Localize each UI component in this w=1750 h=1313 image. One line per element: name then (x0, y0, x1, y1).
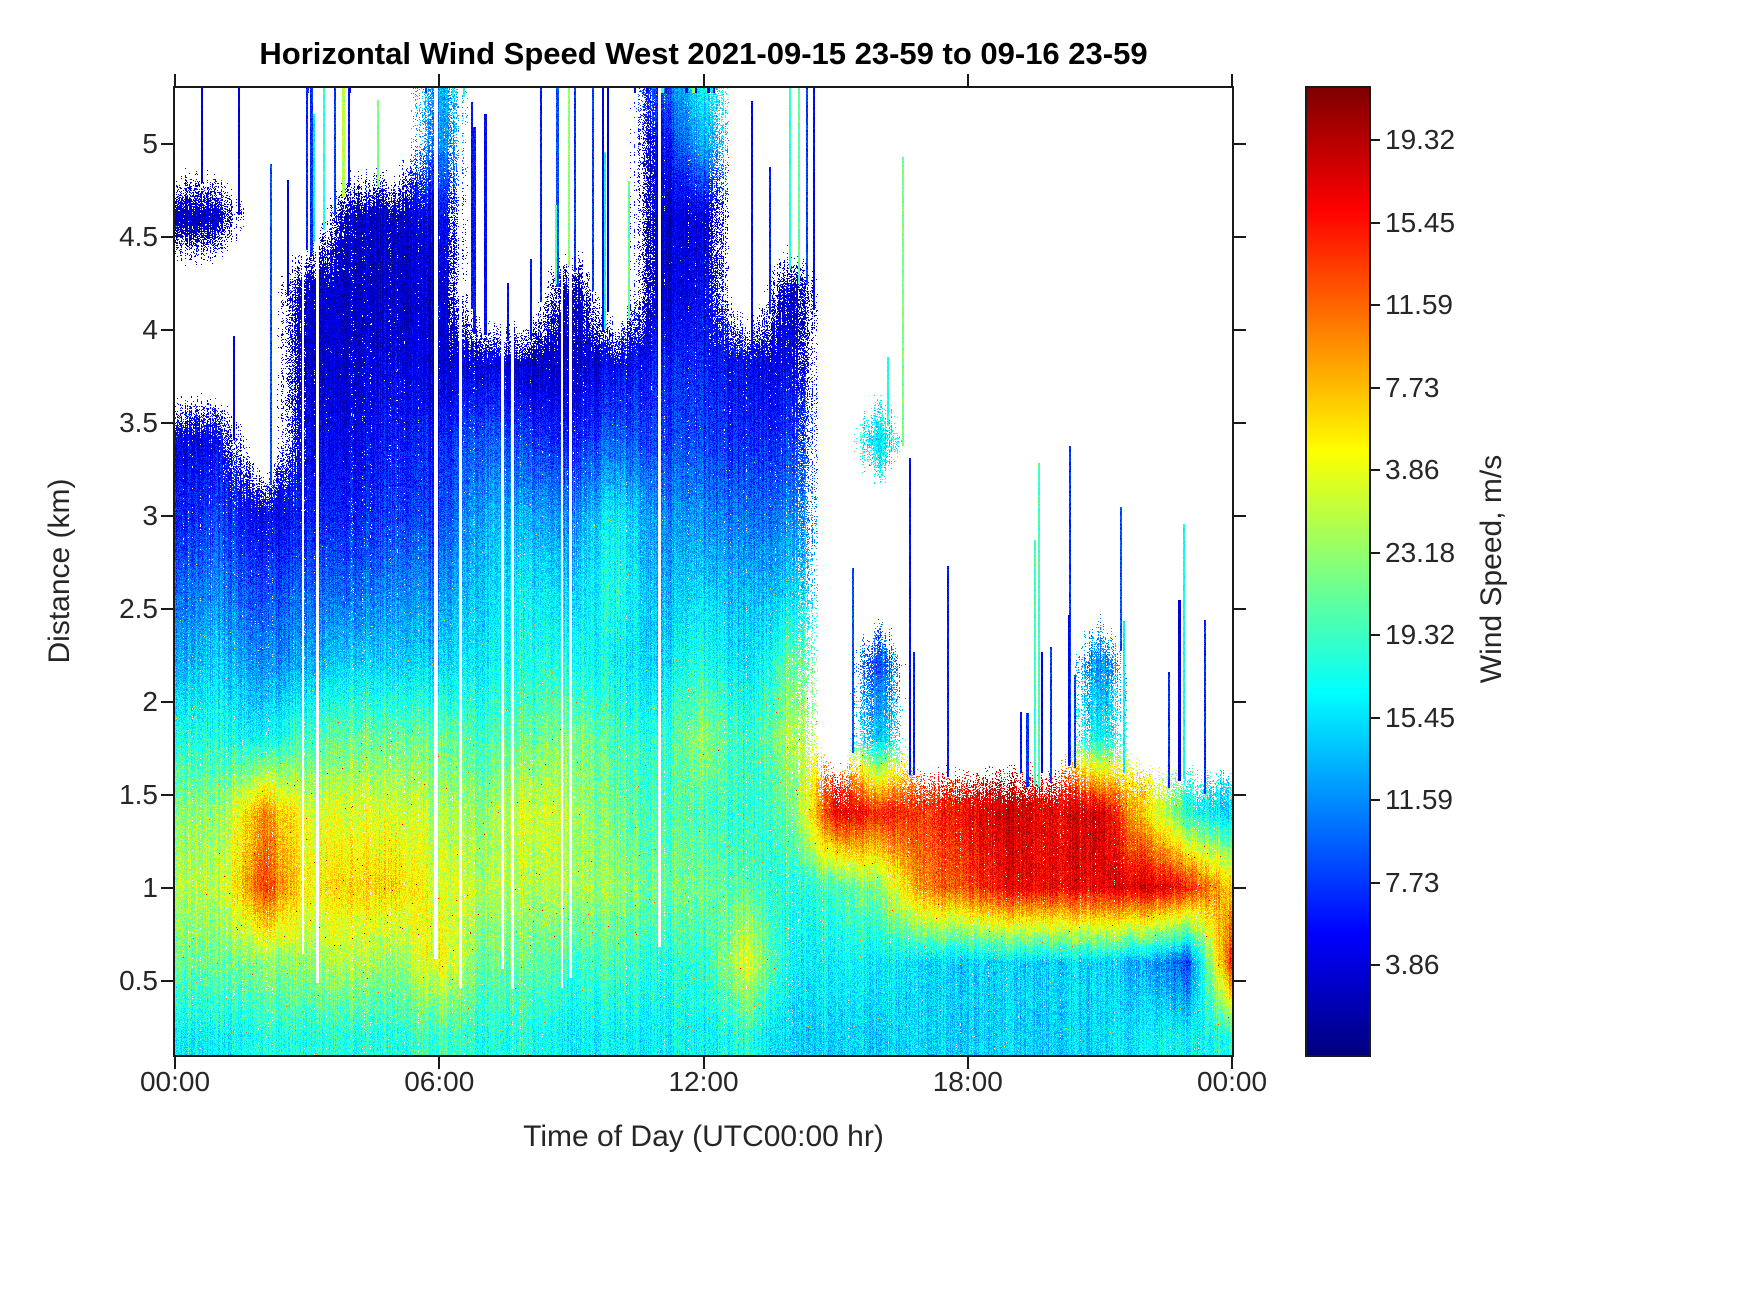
y-tick-right (1234, 607, 1246, 610)
y-tick-label: 3.5 (119, 406, 158, 438)
x-tick-label: 06:00 (404, 1066, 475, 1097)
y-tick-label: 1.5 (119, 778, 158, 810)
colorbar-tick-label: 15.45 (1385, 206, 1456, 238)
y-tick-right (1234, 700, 1246, 703)
x-tick-top (438, 74, 441, 86)
x-tick-top (966, 74, 969, 86)
colorbar-tick-label: 19.32 (1385, 124, 1456, 156)
colorbar-tick (1371, 469, 1380, 472)
colorbar-tick (1371, 551, 1380, 554)
y-tick-label: 4 (142, 313, 158, 345)
colorbar-tick (1371, 881, 1380, 884)
x-tick (174, 1057, 176, 1069)
colorbar-tick (1371, 386, 1380, 389)
y-tick-right (1234, 886, 1246, 889)
colorbar-tick (1371, 964, 1380, 967)
x-tick-label: 00:00 (1196, 1066, 1268, 1097)
colorbar-canvas (1307, 88, 1369, 1055)
colorbar-tick-label: 7.73 (1385, 371, 1440, 403)
colorbar-tick-label: 3.86 (1385, 949, 1440, 981)
colorbar-tick (1371, 221, 1380, 224)
y-tick-label: 3 (142, 499, 158, 531)
y-tick (161, 793, 173, 796)
y-tick-right (1234, 514, 1246, 517)
colorbar-tick (1371, 799, 1380, 802)
colorbar-tick-label: 11.59 (1385, 784, 1453, 816)
x-tick-label: 18:00 (932, 1066, 1003, 1097)
colorbar-tick-label: 11.59 (1385, 289, 1453, 321)
y-tick-label: 4.5 (119, 220, 158, 252)
y-tick-label: 2.5 (119, 592, 158, 624)
y-tick (161, 235, 173, 238)
y-tick (161, 421, 173, 424)
colorbar-tick (1371, 304, 1380, 307)
x-tick-top (174, 74, 176, 86)
y-tick (161, 979, 173, 982)
colorbar-tick-label: 19.32 (1385, 619, 1456, 651)
colorbar-label: Wind Speed, m/s (1475, 454, 1508, 684)
x-tick-label: 00:00 (139, 1066, 211, 1097)
y-tick (161, 328, 173, 331)
x-tick-label: 12:00 (668, 1066, 739, 1097)
x-tick (702, 1057, 705, 1069)
x-tick (1231, 1057, 1233, 1069)
x-tick-top (1231, 74, 1233, 86)
y-tick-right (1234, 328, 1246, 331)
x-tick-top (702, 74, 705, 86)
y-tick-right (1234, 793, 1246, 796)
colorbar-tick (1371, 634, 1380, 637)
colorbar-tick-label: 15.45 (1385, 701, 1456, 733)
y-tick-right (1234, 421, 1246, 424)
y-tick-right (1234, 979, 1246, 982)
colorbar-tick-label: 23.18 (1385, 536, 1456, 568)
y-tick-right (1234, 235, 1246, 238)
y-tick-label: 5 (142, 127, 158, 159)
y-tick (161, 886, 173, 889)
x-axis-label: Time of Day (UTC00:00 hr) (523, 1120, 884, 1153)
y-tick-label: 1 (142, 871, 158, 903)
y-tick-label: 0.5 (119, 964, 158, 996)
y-tick-right (1234, 142, 1246, 145)
x-tick (438, 1057, 441, 1069)
x-tick (966, 1057, 969, 1069)
colorbar-tick-label: 7.73 (1385, 866, 1440, 898)
chart-title: Horizontal Wind Speed West 2021-09-15 23… (259, 36, 1148, 71)
y-tick (161, 607, 173, 610)
colorbar-tick (1371, 716, 1380, 719)
colorbar-tick (1371, 139, 1380, 142)
y-tick (161, 142, 173, 145)
heatmap-canvas (175, 88, 1232, 1055)
colorbar-tick-label: 3.86 (1385, 454, 1440, 486)
y-tick-label: 2 (142, 685, 158, 717)
y-tick (161, 514, 173, 517)
y-tick (161, 700, 173, 703)
